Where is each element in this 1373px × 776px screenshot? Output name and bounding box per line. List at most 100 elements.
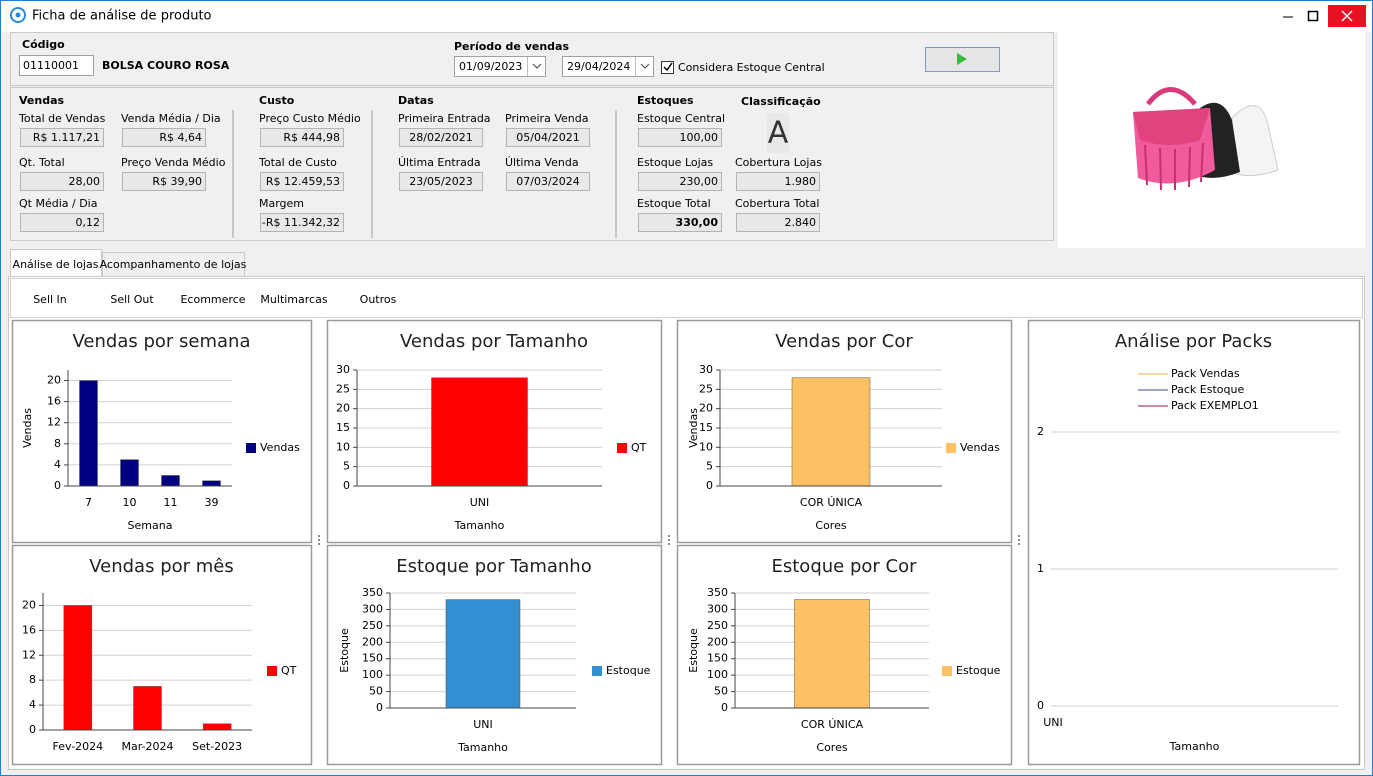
field-box [506, 172, 590, 191]
checkbox-label: Considera Estoque Central [678, 61, 825, 74]
y-tick-label: 30 [336, 363, 350, 376]
field-label: Última Entrada [398, 156, 481, 169]
tab[interactable] [102, 252, 245, 277]
field-value: R$ 444,98 [283, 131, 340, 144]
grade: A [768, 116, 789, 151]
field-value: 28,00 [69, 175, 101, 188]
field-value: 2.840 [785, 216, 817, 229]
legend-label: QT [281, 664, 297, 677]
y-tick-label: 150 [707, 652, 728, 665]
field-value: 1.980 [785, 175, 817, 188]
field-value: 230,00 [680, 175, 719, 188]
field-box [260, 213, 344, 232]
combo-arrow [532, 63, 542, 69]
date-combo[interactable] [562, 56, 654, 77]
field-box [638, 172, 722, 191]
chart-panel [11, 319, 313, 544]
chart-title: Vendas por mês [89, 556, 234, 577]
legend-label: QT [631, 441, 647, 454]
y-tick-label: 1 [1037, 562, 1044, 575]
y-tick-label: 50 [714, 685, 728, 698]
label: Código [22, 38, 65, 51]
y-tick-label: 12 [47, 416, 61, 429]
run-icon [957, 53, 967, 65]
x-tick-label: 39 [205, 496, 219, 509]
window-title: Ficha de análise de produto [32, 9, 212, 24]
y-tick-label: 100 [362, 668, 383, 681]
tab-label: Acompanhamento de lojas [100, 258, 247, 271]
chart-title: Estoque por Tamanho [396, 556, 591, 577]
bar [445, 599, 521, 709]
field-label: Qt Média / Dia [19, 197, 97, 210]
field-box [736, 213, 820, 232]
y-axis-label: Vendas [21, 408, 34, 448]
x-tick-label: 10 [123, 496, 137, 509]
field-value: R$ 4,64 [159, 131, 202, 144]
field-value: R$ 1.117,21 [33, 131, 100, 144]
legend-label: Pack Estoque [1171, 383, 1244, 396]
legend-swatch [942, 666, 952, 676]
bar [794, 599, 870, 709]
code-input[interactable] [19, 55, 94, 76]
x-axis-label: Tamanho [457, 741, 508, 754]
legend-swatch [617, 443, 627, 453]
chart-title: Vendas por semana [73, 331, 251, 352]
metrics-panel [10, 87, 1054, 241]
subtab: Sell Out [110, 293, 154, 306]
field-label: Primeira Venda [505, 112, 588, 125]
label: Período de vendas [454, 40, 569, 53]
section-title: Estoques [637, 94, 694, 107]
field-box [122, 128, 206, 147]
bar [120, 459, 139, 487]
date-combo[interactable] [454, 56, 546, 77]
chart-title: Estoque por Cor [772, 556, 918, 577]
app-icon [10, 7, 26, 23]
subtab: Multimarcas [260, 293, 327, 306]
y-tick-label: 10 [699, 440, 713, 453]
y-tick-label: 20 [699, 402, 713, 415]
y-tick-label: 5 [706, 460, 713, 473]
legend-label: Vendas [960, 441, 1000, 454]
section-title: Vendas [19, 94, 65, 107]
code-value: 01110001 [23, 59, 79, 72]
x-axis-label: Cores [815, 519, 846, 532]
y-tick-label: 0 [376, 701, 383, 714]
y-tick-label: 20 [47, 374, 61, 387]
grade-bg [767, 113, 789, 153]
field-box [399, 172, 483, 191]
bar [202, 723, 232, 731]
field-box [506, 128, 590, 147]
field-value: 330,00 [676, 216, 719, 229]
field-box [260, 128, 344, 147]
bar [161, 475, 180, 487]
field-label: Total de Vendas [18, 112, 106, 125]
chart-title: Vendas por Tamanho [400, 331, 588, 352]
tab[interactable] [10, 249, 102, 277]
y-tick-label: 200 [362, 635, 383, 648]
field-value: 28/02/2021 [409, 131, 472, 144]
y-tick-label: 15 [336, 421, 350, 434]
field-value: 05/04/2021 [516, 131, 579, 144]
y-tick-label: 8 [29, 673, 36, 686]
field-box [122, 172, 206, 191]
field-label: Total de Custo [258, 156, 337, 169]
field-value: 0,12 [76, 216, 101, 229]
subtab: Outros [360, 293, 397, 306]
y-tick-label: 50 [369, 685, 383, 698]
x-tick-label: Mar-2024 [121, 740, 173, 753]
field-label: Cobertura Lojas [735, 156, 822, 169]
legend-label: Estoque [956, 664, 1001, 677]
legend-label: Pack Vendas [1171, 367, 1240, 380]
product-image [1133, 87, 1279, 191]
field-box [20, 128, 104, 147]
y-tick-label: 150 [362, 652, 383, 665]
y-tick-label: 0 [54, 479, 61, 492]
bar [79, 380, 98, 487]
maximize-button[interactable] [1307, 10, 1319, 22]
y-tick-label: 5 [343, 460, 350, 473]
y-tick-label: 25 [336, 382, 350, 395]
x-tick-label: UNI [473, 718, 493, 731]
x-tick-label: COR ÚNICA [801, 718, 864, 731]
y-tick-label: 300 [707, 602, 728, 615]
